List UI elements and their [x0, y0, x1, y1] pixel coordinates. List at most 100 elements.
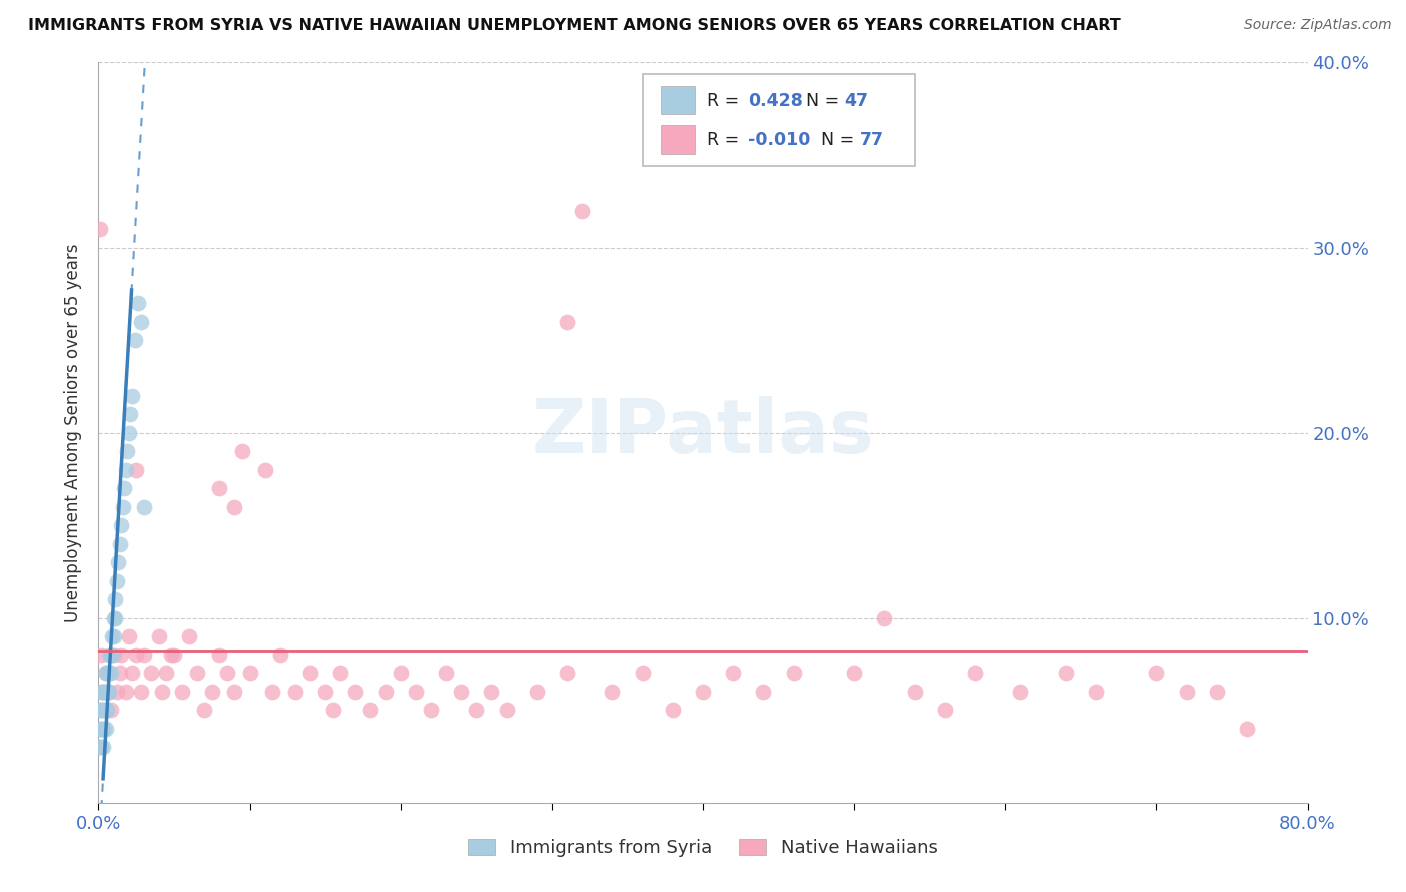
Point	[224, 500, 246, 514]
Point	[783, 666, 806, 681]
Point	[752, 685, 775, 699]
Point	[115, 444, 138, 458]
Point	[100, 666, 122, 681]
Point	[91, 703, 114, 717]
Point	[405, 685, 427, 699]
Point	[91, 722, 114, 736]
Point	[450, 685, 472, 699]
Text: IMMIGRANTS FROM SYRIA VS NATIVE HAWAIIAN UNEMPLOYMENT AMONG SENIORS OVER 65 YEAR: IMMIGRANTS FROM SYRIA VS NATIVE HAWAIIAN…	[28, 18, 1121, 33]
Point	[132, 648, 155, 662]
Point	[112, 481, 135, 495]
Point	[269, 648, 291, 662]
Point	[89, 740, 111, 755]
Point	[844, 666, 866, 681]
Point	[224, 685, 246, 699]
Point	[215, 666, 238, 681]
Point	[111, 500, 134, 514]
Point	[329, 666, 352, 681]
Point	[571, 203, 593, 218]
Point	[170, 685, 193, 699]
Bar	[661, 87, 695, 114]
Point	[114, 685, 136, 699]
Point	[201, 685, 224, 699]
Point	[118, 629, 141, 643]
Point	[91, 685, 114, 699]
Point	[96, 685, 118, 699]
Point	[100, 703, 122, 717]
Point	[495, 703, 517, 717]
Point	[94, 666, 117, 681]
Point	[1085, 685, 1108, 699]
Point	[96, 703, 118, 717]
Point	[299, 666, 322, 681]
Text: 47: 47	[845, 92, 869, 110]
Point	[90, 648, 112, 662]
Point	[526, 685, 548, 699]
Point	[118, 425, 141, 440]
Point	[692, 685, 714, 699]
Point	[89, 722, 111, 736]
Text: R =: R =	[707, 131, 744, 149]
Point	[121, 666, 143, 681]
Point	[481, 685, 503, 699]
Point	[98, 666, 121, 681]
Point	[160, 648, 183, 662]
Text: 77: 77	[860, 131, 884, 149]
Point	[661, 703, 683, 717]
Point	[91, 740, 114, 755]
Point	[132, 500, 155, 514]
Text: -0.010: -0.010	[748, 131, 810, 149]
Point	[208, 481, 231, 495]
Point	[114, 462, 136, 476]
Point	[1206, 685, 1229, 699]
Point	[107, 555, 129, 569]
Point	[104, 592, 127, 607]
Point	[360, 703, 382, 717]
Point	[105, 685, 128, 699]
Point	[104, 610, 127, 624]
Point	[90, 703, 112, 717]
Text: N =: N =	[821, 131, 860, 149]
Point	[103, 648, 125, 662]
Point	[284, 685, 307, 699]
Point	[344, 685, 367, 699]
FancyBboxPatch shape	[643, 73, 915, 166]
Point	[904, 685, 927, 699]
Point	[148, 629, 170, 643]
Point	[90, 685, 112, 699]
Legend: Immigrants from Syria, Native Hawaiians: Immigrants from Syria, Native Hawaiians	[461, 831, 945, 864]
Point	[262, 685, 284, 699]
Point	[89, 222, 111, 236]
Point	[105, 574, 128, 588]
Point	[193, 703, 215, 717]
Point	[208, 648, 231, 662]
Point	[91, 685, 114, 699]
Point	[253, 462, 276, 476]
Point	[94, 666, 117, 681]
Point	[94, 685, 117, 699]
Point	[98, 648, 121, 662]
Point	[96, 666, 118, 681]
Point	[1236, 722, 1258, 736]
Point	[90, 722, 112, 736]
Point	[231, 444, 253, 458]
Point	[103, 629, 125, 643]
Point	[322, 703, 344, 717]
Point	[129, 685, 152, 699]
Point	[120, 407, 142, 421]
Point	[90, 740, 112, 755]
Point	[1054, 666, 1077, 681]
Point	[110, 518, 132, 533]
Point	[93, 685, 115, 699]
Point	[101, 648, 124, 662]
Point	[98, 685, 121, 699]
Point	[103, 610, 125, 624]
Text: ZIPatlas: ZIPatlas	[531, 396, 875, 469]
Point	[129, 314, 152, 328]
Point	[723, 666, 745, 681]
Text: N =: N =	[806, 92, 845, 110]
Point	[186, 666, 208, 681]
Point	[121, 388, 143, 402]
Point	[239, 666, 262, 681]
Bar	[661, 126, 695, 153]
